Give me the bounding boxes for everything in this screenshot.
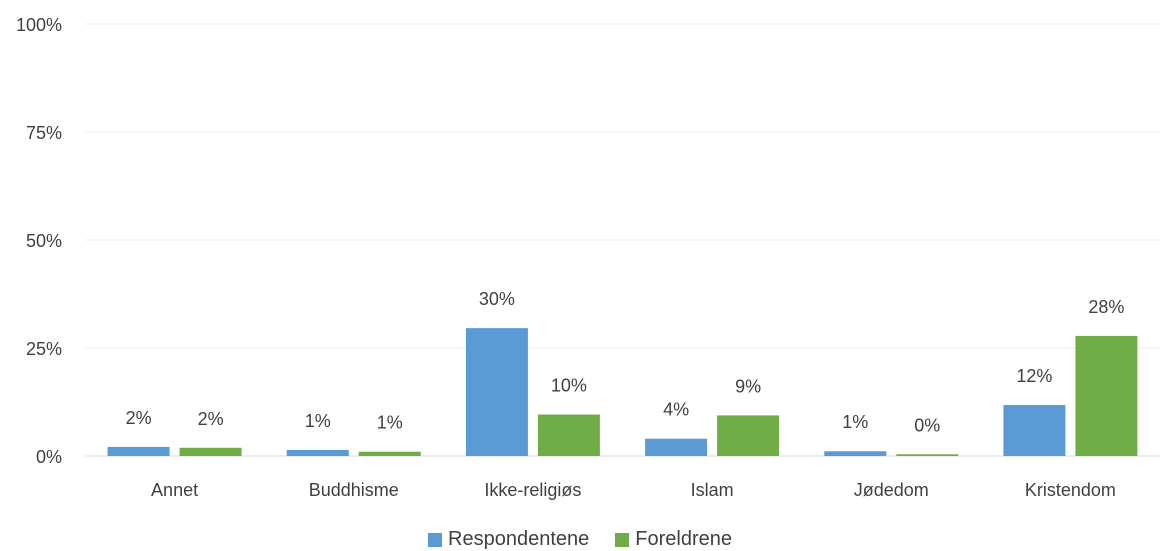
- x-tick-label: Kristendom: [1025, 480, 1116, 500]
- x-tick-label: Ikke-religiøs: [484, 480, 581, 500]
- data-label: 0%: [914, 415, 940, 435]
- x-tick-label: Jødedom: [854, 480, 929, 500]
- data-label: 1%: [305, 411, 331, 431]
- bar-foreldrene-2: [537, 414, 600, 456]
- bar-respondentene-2: [465, 328, 528, 456]
- data-label: 9%: [735, 376, 761, 396]
- bar-foreldrene-0: [179, 447, 242, 456]
- y-tick-label: 75%: [26, 123, 62, 143]
- data-label: 1%: [842, 412, 868, 432]
- bar-respondentene-0: [107, 446, 170, 456]
- data-label: 28%: [1088, 297, 1124, 317]
- y-tick-label: 100%: [16, 15, 62, 35]
- legend: Respondentene Foreldrene: [0, 528, 1160, 551]
- x-tick-label: Annet: [151, 480, 198, 500]
- bar-respondentene-3: [645, 438, 708, 456]
- bar-foreldrene-4: [896, 454, 959, 456]
- y-tick-label: 0%: [36, 447, 62, 467]
- bar-respondentene-4: [824, 451, 887, 456]
- legend-label-respondentene: Respondentene: [448, 528, 590, 550]
- data-label: 4%: [663, 400, 689, 420]
- bar-foreldrene-3: [717, 415, 780, 456]
- data-label: 10%: [551, 376, 587, 396]
- legend-item-foreldrene: Foreldrene: [615, 528, 732, 551]
- y-tick-label: 50%: [26, 231, 62, 251]
- bar-respondentene-1: [286, 449, 349, 456]
- bar-respondentene-5: [1003, 405, 1066, 456]
- legend-swatch-respondentene: [428, 532, 443, 547]
- bar-foreldrene-1: [358, 451, 421, 456]
- data-label: 1%: [377, 413, 403, 433]
- bar-chart-svg: 0% 25% 50% 75% 100% 2% 2% Annet 1% 1% Buddhisme 30%…: [16, 15, 1160, 500]
- data-label: 2%: [126, 408, 152, 428]
- legend-swatch-foreldrene: [615, 532, 630, 547]
- data-label: 2%: [198, 409, 224, 429]
- legend-label-foreldrene: Foreldrene: [635, 528, 732, 550]
- data-label: 30%: [479, 289, 515, 309]
- bar-foreldrene-5: [1075, 335, 1138, 456]
- legend-item-respondentene: Respondentene: [428, 528, 589, 551]
- data-label: 12%: [1016, 366, 1052, 386]
- y-tick-label: 25%: [26, 339, 62, 359]
- x-tick-label: Buddhisme: [309, 480, 399, 500]
- x-tick-label: Islam: [691, 480, 734, 500]
